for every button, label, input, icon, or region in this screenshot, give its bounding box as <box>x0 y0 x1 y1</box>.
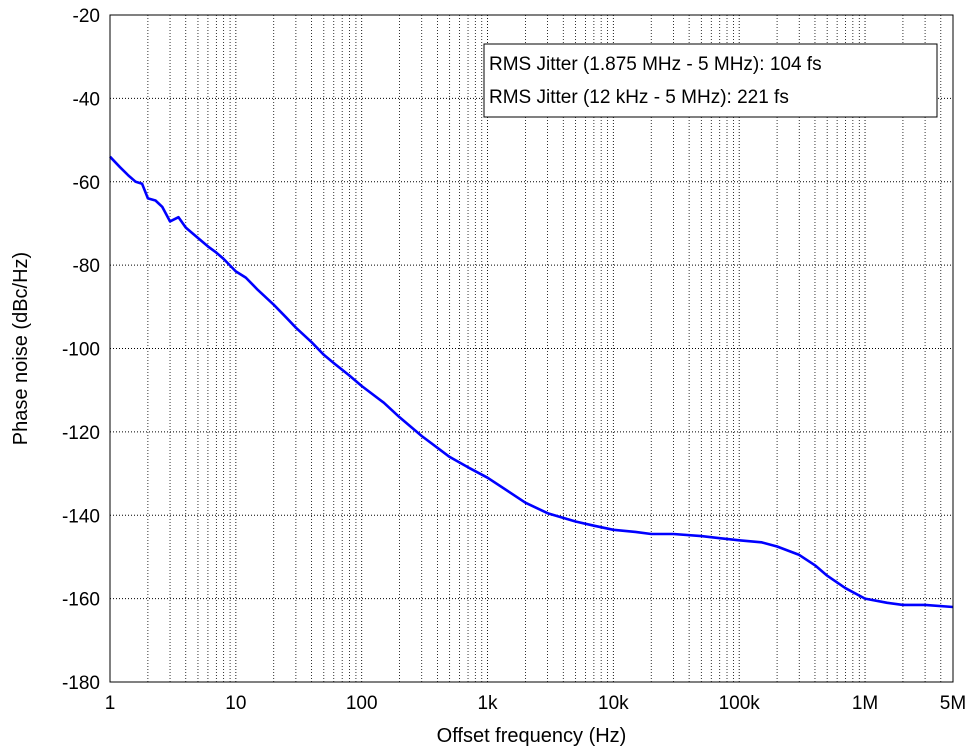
plot-frame <box>109 14 954 683</box>
jitter-legend-box: RMS Jitter (1.875 MHz - 5 MHz): 104 fs R… <box>483 43 938 118</box>
x-tick-label: 10 <box>225 693 246 714</box>
x-tick-label: 1M <box>852 693 878 714</box>
y-tick-label: -160 <box>62 590 100 611</box>
legend-frame <box>483 43 938 118</box>
x-tick-label: 100 <box>346 693 378 714</box>
y-tick-label: -100 <box>62 340 100 361</box>
x-tick-label: 1k <box>477 693 498 714</box>
x-tick-labels: 1 10 100 1k 10k 100k 1M 5M <box>105 693 966 714</box>
y-tick-label: -60 <box>73 173 100 194</box>
y-axis-label: Phase noise (dBc/Hz) <box>10 252 32 445</box>
x-tick-label: 5M <box>940 693 966 714</box>
legend-jitter-wide-band: RMS Jitter (12 kHz - 5 MHz): 221 fs <box>489 87 789 108</box>
series-layer <box>109 155 954 609</box>
y-tick-label: -40 <box>73 89 100 110</box>
y-tick-label: -20 <box>73 6 100 27</box>
x-tick-label: 100k <box>719 693 761 714</box>
x-axis-label: Offset frequency (Hz) <box>437 725 627 747</box>
y-tick-labels: -20 -40 -60 -80 -100 -120 -140 -160 -180 <box>62 6 100 694</box>
y-tick-label: -140 <box>62 506 100 527</box>
x-tick-label: 10k <box>598 693 629 714</box>
legend-jitter-high-band: RMS Jitter (1.875 MHz - 5 MHz): 104 fs <box>489 54 822 75</box>
y-tick-label: -120 <box>62 423 100 444</box>
y-tick-label: -80 <box>73 256 100 277</box>
y-tick-label: -180 <box>62 673 100 694</box>
x-tick-label: 1 <box>105 693 116 714</box>
phase-noise-series-line <box>109 155 954 609</box>
